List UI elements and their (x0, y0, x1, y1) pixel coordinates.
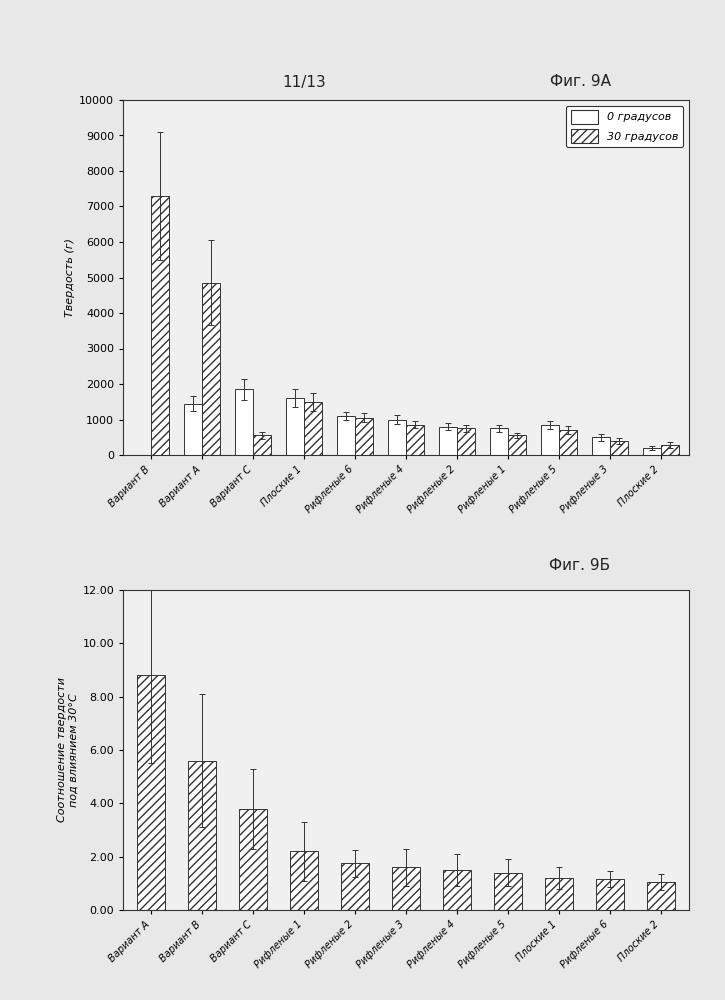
Bar (355, 418, 373, 455)
Bar (137, 675, 165, 910)
Bar (544, 878, 573, 910)
Text: 11/13: 11/13 (283, 75, 326, 90)
Text: Фиг. 9А: Фиг. 9А (550, 75, 610, 90)
Y-axis label: Соотношение твердости
под влиянием 30°С: Соотношение твердости под влиянием 30°С (57, 678, 78, 822)
Bar (337, 416, 355, 455)
Bar (392, 867, 420, 910)
Bar (253, 435, 271, 455)
Bar (341, 863, 369, 910)
Bar (188, 761, 216, 910)
Bar (152, 196, 169, 455)
Bar (202, 283, 220, 455)
Y-axis label: Твердость (г): Твердость (г) (65, 238, 75, 317)
Bar (236, 389, 253, 455)
Bar (508, 435, 526, 455)
Bar (184, 404, 202, 455)
Bar (388, 420, 406, 455)
Bar (592, 437, 610, 455)
Bar (647, 882, 675, 910)
Bar (541, 425, 559, 455)
Bar (660, 445, 679, 455)
Bar (457, 428, 475, 455)
Bar (643, 448, 660, 455)
Bar (304, 402, 322, 455)
Bar (443, 870, 471, 910)
Bar (596, 879, 624, 910)
Bar (406, 425, 424, 455)
Bar (494, 873, 522, 910)
Bar (439, 427, 457, 455)
Text: Фиг. 9Б: Фиг. 9Б (550, 558, 610, 572)
Bar (239, 809, 268, 910)
Bar (559, 430, 576, 455)
Bar (490, 428, 508, 455)
Bar (290, 851, 318, 910)
Bar (286, 398, 304, 455)
Legend: 0 градусов, 30 градусов: 0 градусов, 30 градусов (566, 106, 683, 147)
Bar (610, 441, 628, 455)
